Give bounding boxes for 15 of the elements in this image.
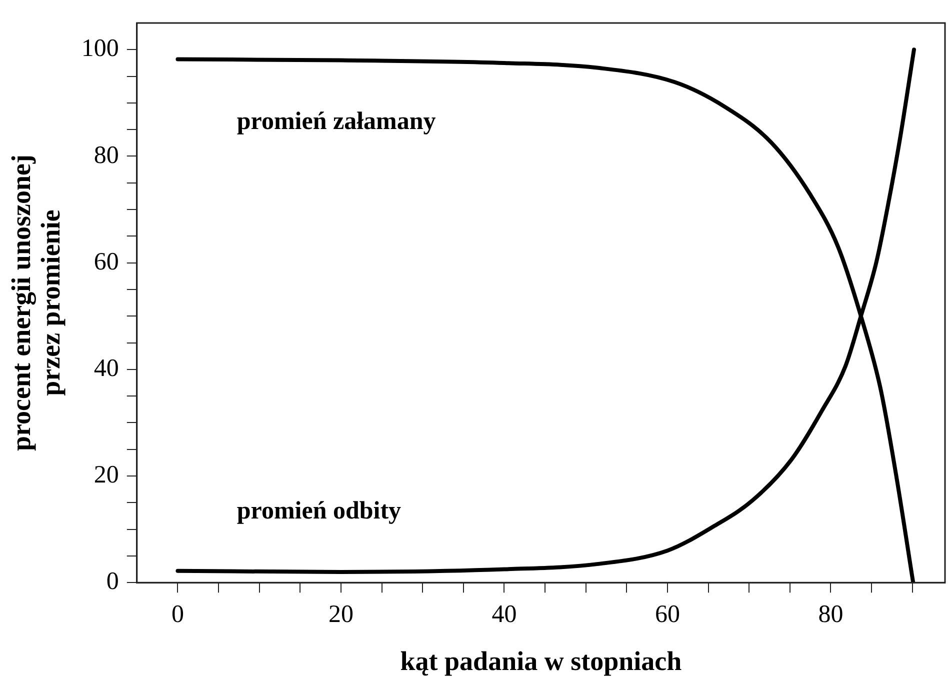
- x-tick-label: 60: [654, 601, 680, 628]
- y-axis-title: procent energii unoszonej przez promienie: [6, 154, 66, 452]
- x-axis-title: kąt padania w stopniach: [400, 646, 682, 676]
- y-tick-label: 40: [94, 354, 119, 382]
- y-tick-label: 80: [94, 142, 119, 169]
- x-tick-label: 20: [328, 601, 354, 628]
- x-tick-label: 40: [492, 601, 517, 628]
- y-tick-label: 20: [94, 462, 119, 489]
- series-label: promień załamany: [236, 108, 436, 135]
- series-label: promień odbity: [236, 497, 402, 524]
- y-tick-label: 100: [81, 35, 119, 62]
- x-tick-label: 0: [171, 601, 184, 628]
- y-tick-label: 0: [106, 568, 119, 596]
- x-tick-label: 80: [818, 601, 844, 628]
- y-tick-label: 60: [94, 248, 119, 276]
